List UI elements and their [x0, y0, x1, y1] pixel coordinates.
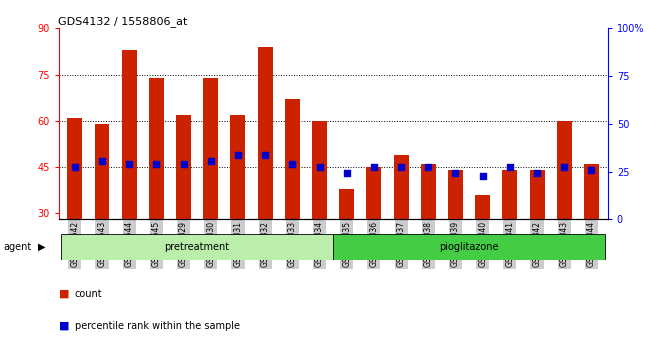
Point: [151, 161, 162, 167]
Point: [341, 170, 352, 176]
Bar: [448, 170, 463, 306]
Point: [178, 161, 188, 167]
Bar: [176, 115, 191, 306]
Bar: [257, 47, 272, 306]
Bar: [231, 115, 246, 306]
Bar: [584, 164, 599, 306]
Point: [559, 164, 569, 170]
Point: [233, 152, 243, 158]
Point: [124, 161, 135, 167]
Point: [450, 170, 461, 176]
Bar: [367, 167, 382, 306]
Point: [315, 164, 325, 170]
Bar: [94, 124, 109, 306]
Text: percentile rank within the sample: percentile rank within the sample: [75, 321, 240, 331]
Text: ■: ■: [58, 289, 69, 299]
Point: [586, 167, 597, 173]
Bar: [333, 234, 605, 260]
Text: pretreatment: pretreatment: [164, 242, 229, 252]
Text: ■: ■: [58, 321, 69, 331]
Bar: [61, 234, 333, 260]
Bar: [475, 195, 490, 306]
Bar: [530, 170, 545, 306]
Point: [70, 164, 80, 170]
Point: [532, 170, 542, 176]
Text: ▶: ▶: [38, 242, 46, 252]
Bar: [68, 118, 83, 306]
Point: [205, 158, 216, 164]
Point: [97, 158, 107, 164]
Point: [478, 173, 488, 179]
Text: GDS4132 / 1558806_at: GDS4132 / 1558806_at: [58, 16, 188, 27]
Bar: [502, 170, 517, 306]
Bar: [557, 121, 572, 306]
Bar: [285, 99, 300, 306]
Bar: [339, 189, 354, 306]
Bar: [122, 50, 136, 306]
Point: [396, 164, 406, 170]
Bar: [394, 155, 409, 306]
Text: count: count: [75, 289, 103, 299]
Text: agent: agent: [3, 242, 31, 252]
Point: [260, 152, 270, 158]
Point: [287, 161, 298, 167]
Bar: [421, 164, 436, 306]
Bar: [149, 78, 164, 306]
Bar: [312, 121, 327, 306]
Point: [423, 164, 434, 170]
Point: [369, 164, 379, 170]
Text: pioglitazone: pioglitazone: [439, 242, 499, 252]
Point: [504, 164, 515, 170]
Bar: [203, 78, 218, 306]
